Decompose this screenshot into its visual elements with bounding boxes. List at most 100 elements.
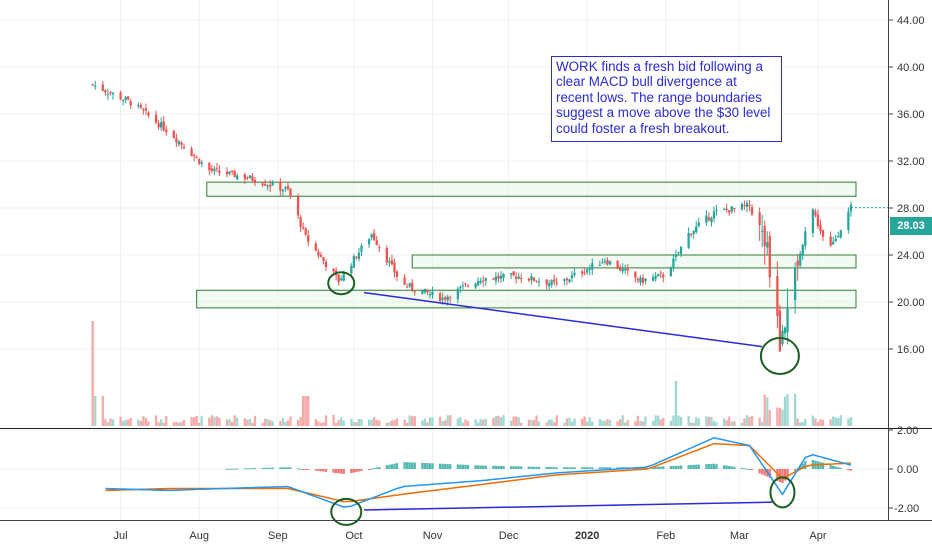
candle-body <box>639 277 642 283</box>
volume-bar <box>801 421 804 426</box>
candle-body <box>182 146 186 149</box>
macd-histogram-bar <box>608 467 612 469</box>
macd-histogram-bar <box>659 466 662 469</box>
candle-body <box>172 130 175 139</box>
macd-histogram-bar <box>565 467 569 469</box>
volume-bar <box>814 418 817 426</box>
volume-bar <box>261 422 264 426</box>
candle-body <box>690 234 693 236</box>
volume-bar <box>284 421 287 426</box>
candle-body <box>687 232 690 248</box>
volume-bar <box>624 422 627 426</box>
macd-histogram-bar <box>583 467 586 469</box>
macd-histogram-bar <box>499 465 503 469</box>
volume-bar <box>165 416 168 426</box>
candle-body <box>570 275 574 279</box>
candle-body <box>537 281 541 283</box>
volume-bar <box>91 321 94 426</box>
volume-bar <box>502 415 505 426</box>
volume-bar <box>657 415 660 426</box>
macd-histogram-bar <box>492 465 495 469</box>
volume-bar <box>231 421 234 426</box>
volume-bar <box>745 415 749 426</box>
volume-bar <box>662 418 665 426</box>
volume-bar <box>139 421 143 426</box>
candle-body <box>423 288 427 293</box>
macd-histogram-bar <box>317 469 320 471</box>
price-tick-label: 16.00 <box>897 344 925 356</box>
candle-body <box>530 276 533 281</box>
macd-histogram-bar <box>553 467 556 469</box>
volume-bar <box>537 421 541 426</box>
macd-histogram-bar <box>725 465 728 469</box>
volume-bar <box>464 419 467 426</box>
macd-histogram-bar <box>654 466 657 469</box>
candle-body <box>228 171 231 174</box>
candle-body <box>251 175 254 181</box>
macd-histogram-bar <box>355 469 358 473</box>
macd-histogram-bar <box>444 463 447 469</box>
volume-bar <box>405 422 409 426</box>
volume-bar <box>690 422 693 426</box>
volume-bar <box>697 418 700 426</box>
macd-histogram-bar <box>393 463 396 469</box>
volume-bar <box>94 396 97 426</box>
candle-body <box>461 285 465 287</box>
volume-bar <box>535 415 538 426</box>
candle-body <box>284 187 287 189</box>
candle-body <box>208 162 211 171</box>
volume-bar <box>177 422 181 426</box>
candle-body <box>545 279 548 285</box>
macd-histogram-bar <box>236 468 239 470</box>
candle-body <box>814 211 817 216</box>
volume-bar <box>598 419 602 426</box>
macd-histogram-bar <box>388 464 391 469</box>
volume-bar <box>314 419 317 426</box>
volume-bar <box>725 420 728 426</box>
volume-bar <box>373 417 376 426</box>
volume-bar <box>728 416 731 426</box>
candle-body <box>837 236 840 238</box>
macd-histogram-bar <box>687 465 690 469</box>
macd-histogram-bar <box>413 462 416 469</box>
candle-body <box>405 286 409 288</box>
macd-histogram-bar <box>428 463 432 469</box>
volume-bar <box>565 418 569 426</box>
volume-bar <box>527 419 531 426</box>
volume-bar <box>553 422 556 426</box>
candle-body <box>104 90 107 93</box>
candle-body <box>745 202 749 208</box>
candle-body <box>527 278 531 281</box>
volume-bar <box>388 422 391 426</box>
volume-bar <box>707 416 711 426</box>
candle-body <box>743 205 746 207</box>
volume-bar <box>766 397 769 426</box>
volume-bar <box>580 418 584 426</box>
price-tick-label: 28.00 <box>897 203 925 215</box>
volume-bar <box>733 421 736 426</box>
volume-bar <box>378 420 381 426</box>
candle-body <box>477 280 480 286</box>
volume-bar <box>679 416 683 426</box>
volume-bar <box>190 416 193 426</box>
volume-bar <box>334 422 338 426</box>
time-tick-label: Jul <box>114 530 128 542</box>
candle-body <box>322 257 325 261</box>
candle-body <box>357 252 361 259</box>
candle-body <box>286 185 290 189</box>
macd-histogram-bar <box>532 466 536 469</box>
volume-bar <box>352 421 356 426</box>
volume-bar <box>375 419 378 426</box>
candle-body <box>497 275 500 279</box>
macd-histogram-bar <box>342 469 345 474</box>
candle-body <box>307 235 310 242</box>
candle-body <box>619 267 622 271</box>
volume-bar <box>492 417 495 426</box>
candle-body <box>195 157 198 159</box>
candle-body <box>101 84 104 91</box>
candle-body <box>408 283 411 287</box>
candle-body <box>157 123 160 128</box>
macd-histogram-bar <box>520 466 523 469</box>
volume-bar <box>778 407 782 426</box>
candle-body <box>626 268 629 271</box>
